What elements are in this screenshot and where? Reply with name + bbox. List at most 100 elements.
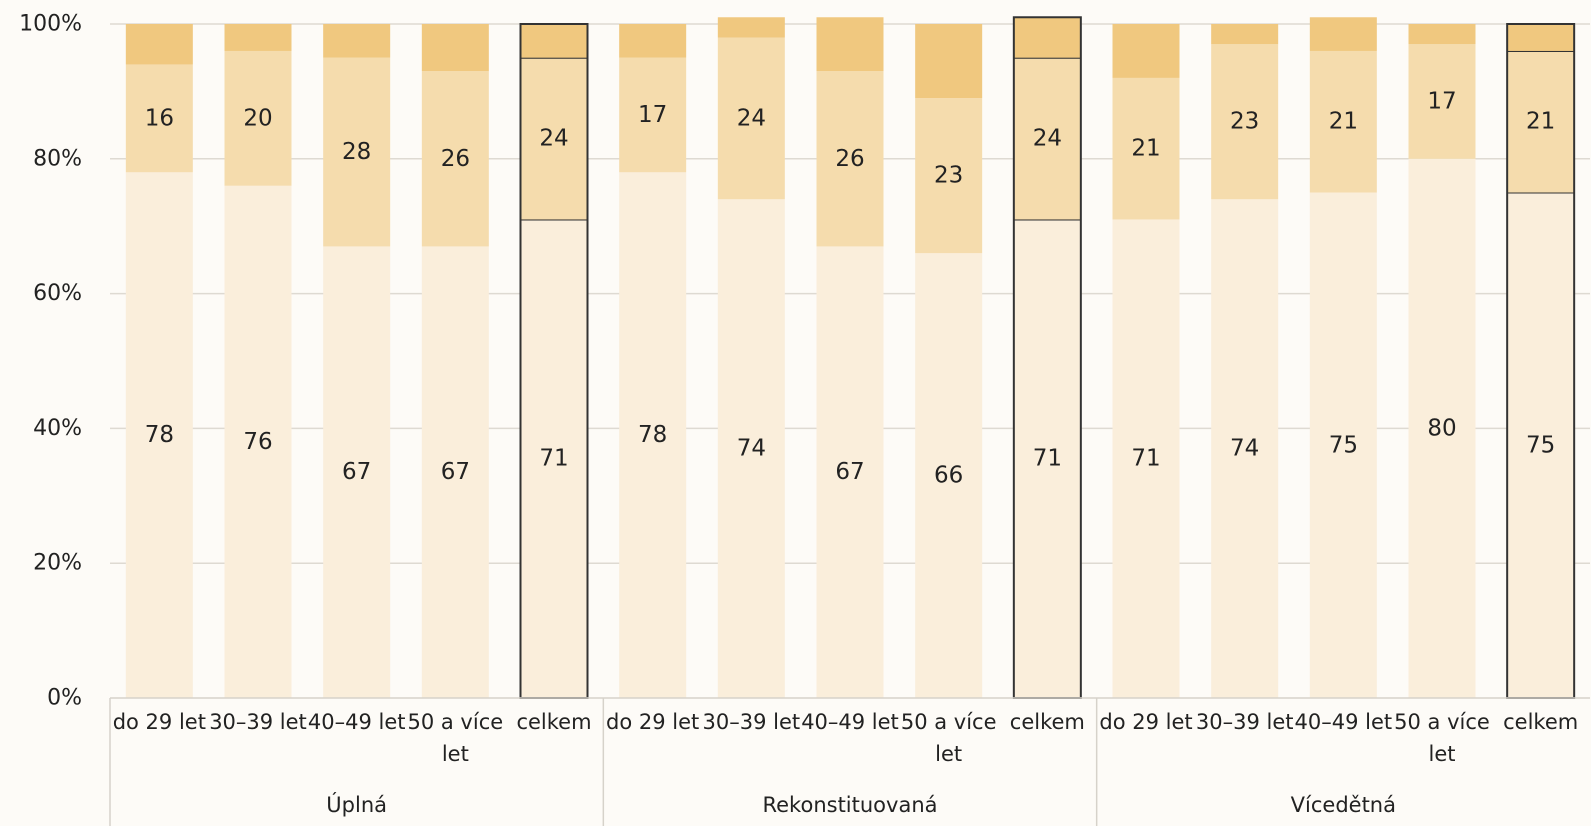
bar-segment [421, 24, 489, 72]
x-category-label: 30–39 let [1196, 710, 1294, 734]
data-label: 21 [1131, 136, 1160, 162]
bar-segment [1211, 44, 1279, 200]
x-category-label: do 29 let [1099, 710, 1192, 734]
data-label: 67 [835, 459, 864, 485]
bar-segment [520, 24, 588, 58]
bar-segment [619, 57, 687, 173]
data-label: 76 [243, 429, 272, 455]
bar-segment [915, 24, 983, 99]
y-tick-label: 0% [47, 686, 82, 711]
bar-segment [717, 37, 785, 200]
x-group-label: Rekonstituovaná [762, 793, 937, 817]
data-label: 78 [638, 422, 667, 448]
data-label: 21 [1526, 109, 1555, 135]
bar-segment [1309, 192, 1377, 698]
bar-segment [323, 246, 391, 699]
y-tick-label: 20% [33, 551, 82, 576]
bar-segment [421, 246, 489, 699]
bar-segment [323, 24, 391, 58]
y-tick-label: 60% [33, 281, 82, 306]
x-category-label: 40–49 let [1295, 710, 1393, 734]
data-label: 74 [737, 436, 766, 462]
data-label: 28 [342, 139, 371, 165]
data-label: 67 [441, 459, 470, 485]
data-label: 26 [835, 146, 864, 172]
bar-segment [915, 253, 983, 698]
data-label: 23 [934, 163, 963, 189]
y-tick-label: 100% [19, 12, 82, 37]
bars [125, 16, 1576, 699]
x-category-label: do 29 let [606, 710, 699, 734]
data-label: 66 [934, 463, 963, 489]
data-label: 24 [1033, 126, 1062, 152]
bar-segment [816, 71, 884, 247]
bar-segment [323, 57, 391, 247]
x-group-label: Vícedětná [1291, 793, 1396, 817]
bar-segment [816, 17, 884, 72]
data-label: 71 [539, 446, 568, 472]
data-label: 71 [1033, 446, 1062, 472]
x-category-label: 30–39 let [209, 710, 307, 734]
data-label: 16 [145, 105, 174, 131]
x-group-label: Úplná [326, 792, 387, 817]
bar-segment [520, 57, 588, 220]
bar-segment [717, 199, 785, 699]
bar-segment [1013, 57, 1081, 220]
data-label: 80 [1427, 415, 1456, 441]
bar-segment [125, 64, 193, 173]
bar-segment [1507, 50, 1575, 193]
data-label: 26 [441, 146, 470, 172]
bar-segment [1211, 199, 1279, 699]
bar-segment [125, 172, 193, 698]
data-label: 67 [342, 459, 371, 485]
bar-segment [619, 172, 687, 698]
data-label: 24 [737, 105, 766, 131]
data-label: 78 [145, 422, 174, 448]
x-category-label: do 29 let [113, 710, 206, 734]
bar-segment [717, 17, 785, 38]
bar-segment [1309, 17, 1377, 51]
data-label: 71 [1131, 446, 1160, 472]
x-category-label: 50 a více let [407, 710, 503, 766]
x-category-label: celkem [516, 710, 591, 734]
y-tick-label: 40% [33, 416, 82, 441]
bar-segment [1112, 24, 1180, 78]
bar-segment [224, 185, 292, 698]
bar-segment [224, 24, 292, 51]
bar-segment [224, 50, 292, 186]
x-category-label: celkem [1503, 710, 1578, 734]
data-label: 17 [638, 102, 667, 128]
data-label: 75 [1526, 432, 1555, 458]
bar-segment [816, 246, 884, 699]
bar-segment [1211, 24, 1279, 45]
bar-segment [1309, 50, 1377, 193]
bar-segment [915, 98, 983, 254]
bar-segment [1507, 24, 1575, 51]
x-category-label: 40–49 let [801, 710, 899, 734]
data-label: 24 [539, 126, 568, 152]
data-label: 74 [1230, 436, 1259, 462]
bar-segment [1013, 219, 1081, 698]
x-category-label: celkem [1010, 710, 1085, 734]
x-category-label: 30–39 let [703, 710, 801, 734]
bar-segment [1408, 158, 1476, 699]
data-labels: 78 16 76 20 67 28 67 26 71 24 78 17 74 24 67 26 66 23 71 24… [145, 89, 1556, 489]
bar-segment [520, 219, 588, 698]
bar-segment [125, 24, 193, 65]
data-label: 17 [1427, 89, 1456, 115]
bar-segment [1408, 44, 1476, 159]
x-category-label: 50 a více let [1394, 710, 1490, 766]
bar-segment [1408, 24, 1476, 45]
data-label: 20 [243, 105, 272, 131]
bar-segment [619, 24, 687, 58]
data-label: 75 [1329, 432, 1358, 458]
axes: 0%20%40%60%80%100%do 29 let 30–39 let 40–4… [19, 12, 1590, 826]
bar-segment [421, 71, 489, 247]
x-category-label: 40–49 let [308, 710, 406, 734]
x-category-label: 50 a více let [901, 710, 997, 766]
bar-segment [1112, 219, 1180, 698]
bar-segment [1112, 77, 1180, 220]
bar-segment [1507, 192, 1575, 698]
data-label: 21 [1329, 109, 1358, 135]
